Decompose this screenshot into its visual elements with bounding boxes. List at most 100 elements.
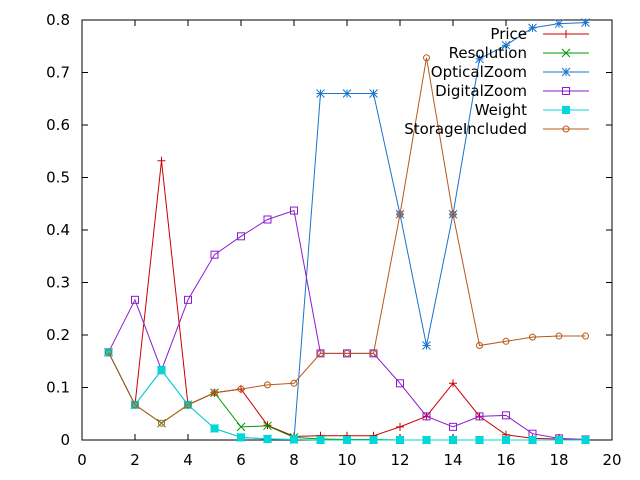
y-tick-label: 0.7 (46, 64, 70, 82)
data-point-opticalzoom (342, 89, 352, 98)
data-point-weight (475, 436, 484, 444)
data-point-digitalzoom (475, 412, 484, 421)
y-tick-label: 0.5 (46, 169, 70, 187)
y-tick-label: 0.3 (46, 274, 70, 292)
data-point-storageincluded (396, 210, 404, 218)
y-tick-label: 0.1 (46, 379, 70, 397)
data-point-price (157, 156, 166, 165)
data-point-storageincluded (184, 401, 192, 409)
y-tick-label: 0.6 (46, 116, 70, 134)
y-tick-label: 0.8 (46, 11, 70, 29)
legend-item-digitalzoom: DigitalZoom (435, 82, 589, 100)
x-tick-label: 12 (390, 451, 409, 469)
data-point-digitalzoom (263, 215, 272, 224)
data-point-weight (528, 436, 537, 444)
x-tick-label: 10 (337, 451, 356, 469)
data-point-digitalzoom (290, 206, 298, 215)
x-tick-label: 4 (183, 451, 193, 469)
data-point-weight (449, 436, 457, 444)
x-tick-label: 6 (236, 451, 246, 469)
data-point-storageincluded (105, 348, 112, 356)
legend-marker-weight (562, 106, 570, 114)
x-tick-label: 16 (496, 451, 515, 469)
data-point-weight (555, 436, 563, 444)
data-point-storageincluded (317, 349, 324, 357)
x-tick-label: 2 (130, 451, 140, 469)
data-point-opticalzoom (316, 89, 325, 98)
data-point-storageincluded (502, 337, 510, 345)
data-point-storageincluded (449, 210, 457, 218)
data-point-digitalzoom (131, 295, 139, 304)
legend-marker-resolution (561, 48, 571, 58)
legend-item-storageincluded: StorageIncluded (404, 120, 589, 138)
data-point-storageincluded (529, 333, 536, 341)
data-point-digitalzoom (237, 232, 245, 241)
data-point-weight (422, 436, 431, 444)
series-storageincluded (105, 54, 589, 427)
legend-marker-storageincluded (562, 125, 570, 133)
y-tick-label: 0.2 (46, 326, 70, 344)
data-point-digitalzoom (449, 422, 457, 431)
data-point-storageincluded (476, 342, 483, 349)
data-point-storageincluded (237, 385, 245, 393)
data-point-resolution (263, 421, 272, 431)
data-point-weight (290, 435, 298, 444)
data-point-weight (581, 436, 590, 444)
legend-item-price: Price (490, 25, 589, 43)
data-point-price (396, 422, 404, 431)
data-point-weight (369, 436, 378, 444)
data-point-weight (263, 434, 272, 443)
y-tick-label: 0 (60, 431, 70, 449)
data-point-digitalzoom (422, 412, 431, 421)
legend-marker-opticalzoom (561, 67, 571, 77)
y-tick-label: 0.4 (46, 221, 70, 239)
data-point-opticalzoom (475, 54, 484, 64)
data-point-digitalzoom (396, 379, 404, 388)
x-tick-label: 18 (549, 451, 568, 469)
data-point-storageincluded (264, 381, 271, 389)
data-point-weight (237, 433, 245, 442)
legend-label-storageincluded: StorageIncluded (404, 120, 527, 138)
legend-label-resolution: Resolution (449, 44, 527, 62)
data-point-weight (502, 436, 510, 444)
legend-label-price: Price (490, 25, 527, 43)
data-point-storageincluded (158, 419, 165, 427)
x-tick-label: 0 (77, 451, 87, 469)
legend-item-weight: Weight (475, 101, 589, 119)
x-tick-label: 14 (443, 451, 462, 469)
series-layer (104, 18, 590, 445)
legend-label-opticalzoom: OpticalZoom (431, 63, 527, 81)
data-point-opticalzoom (581, 18, 590, 27)
data-point-digitalzoom (502, 411, 510, 420)
data-point-opticalzoom (554, 19, 564, 29)
data-point-price (449, 379, 457, 388)
data-point-weight (343, 436, 351, 444)
data-point-storageincluded (582, 332, 589, 340)
data-point-opticalzoom (528, 23, 537, 33)
series-weight (104, 348, 590, 444)
x-tick-label: 8 (289, 451, 299, 469)
data-point-storageincluded (555, 332, 563, 340)
series-line-storageincluded (108, 57, 586, 424)
data-point-weight (316, 436, 325, 444)
data-point-storageincluded (370, 349, 377, 357)
data-point-opticalzoom (501, 40, 511, 50)
legend-label-digitalzoom: DigitalZoom (435, 82, 527, 100)
axis-ticks: 0 2 4 6 8 10 12 14 16 18 20 0 0.1 0.2 0.3 0.4 0.5 0.6 0.7 0… (46, 11, 621, 469)
data-point-weight (210, 424, 219, 433)
data-point-storageincluded (211, 389, 218, 397)
data-point-weight (396, 436, 404, 444)
data-point-resolution (236, 422, 246, 432)
data-point-storageincluded (131, 401, 139, 409)
legend-label-weight: Weight (475, 101, 527, 119)
x-tick-label: 20 (602, 451, 621, 469)
data-point-opticalzoom (422, 341, 431, 350)
legend-item-resolution: Resolution (449, 44, 589, 62)
legend-item-opticalzoom: OpticalZoom (431, 63, 589, 81)
data-point-storageincluded (423, 54, 430, 62)
data-point-storageincluded (290, 379, 298, 387)
data-point-weight (157, 366, 166, 375)
data-point-storageincluded (343, 349, 351, 357)
